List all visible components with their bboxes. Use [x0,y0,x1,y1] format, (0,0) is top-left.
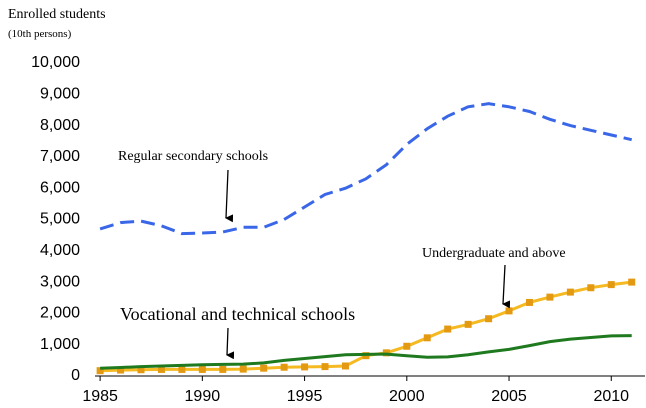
y-tick-label: 4,000 [40,242,80,259]
y-tick-label: 9,000 [40,86,80,103]
point-marker [260,364,268,372]
y-tick-label: 8,000 [40,117,80,134]
point-marker [157,365,165,373]
point-marker [301,363,309,371]
point-marker [607,281,615,289]
point-marker [546,293,554,301]
point-marker [280,363,288,371]
x-tick-label: 2005 [491,388,527,405]
x-tick-label: 2000 [389,388,425,405]
point-marker [628,278,636,286]
point-marker [444,325,452,333]
point-marker [485,315,493,323]
point-marker [239,365,247,373]
annotation-arrow [225,169,234,223]
x-tick-label: 1990 [185,388,221,405]
point-marker [403,342,411,350]
point-marker [464,320,472,328]
point-marker [341,362,349,370]
point-marker [505,307,513,315]
y-tick-label: 2,000 [40,305,80,322]
series-label: Undergraduate and above [422,246,566,261]
point-marker [117,366,125,374]
series-label: Vocational and technical schools [120,304,355,324]
y-tick-label: 10,000 [31,54,80,71]
point-marker [423,334,431,342]
point-marker [96,367,104,375]
point-marker [198,365,206,373]
y-axis-subtitle: (10th persons) [8,28,72,40]
y-tick-label: 1,000 [40,336,80,353]
y-axis-title: Enrolled students [8,7,106,22]
x-tick-label: 1985 [82,388,118,405]
point-marker [587,284,595,292]
y-tick-label: 5,000 [40,211,80,228]
y-tick-label: 3,000 [40,273,80,290]
annotation-arrow [226,327,235,360]
point-marker [137,366,145,374]
series-line [99,102,633,236]
point-marker [178,365,186,373]
point-marker [566,288,574,296]
point-marker [525,298,533,306]
y-tick-label: 6,000 [40,179,80,196]
annotation-arrow [502,264,511,309]
series-line [100,334,632,370]
point-marker [321,363,329,371]
y-tick-label: 7,000 [40,148,80,165]
x-tick-label: 2010 [593,388,629,405]
point-marker [219,365,227,373]
x-tick-label: 1995 [287,388,323,405]
y-tick-label: 0 [71,367,80,384]
series-label: Regular secondary schools [118,149,268,164]
